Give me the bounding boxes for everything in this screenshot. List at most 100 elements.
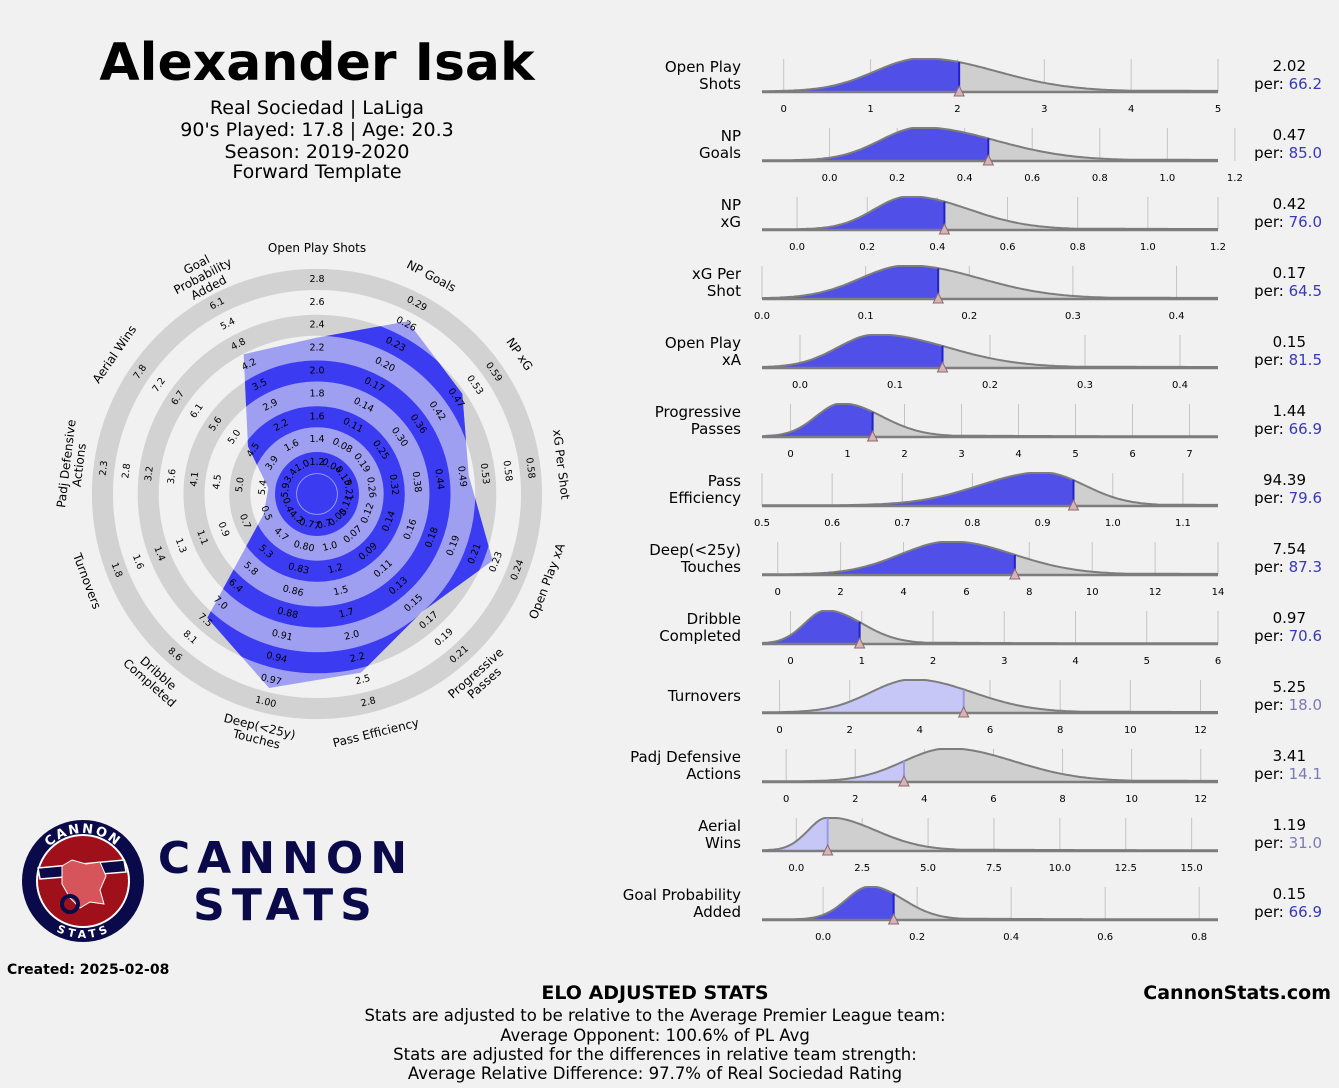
radar-tick-label: 0.32: [387, 474, 400, 496]
distribution-tick-label: 6: [1215, 656, 1221, 667]
distribution-stat-label: NP xG: [720, 196, 741, 231]
distribution-tick-label: 8: [1057, 725, 1063, 736]
radar-tick-label: 2.8: [360, 695, 377, 709]
footer-title: ELO ADJUSTED STATS: [541, 982, 768, 1004]
radar-category-label: NP Goals: [404, 258, 458, 295]
stat-value: 0.15: [1273, 885, 1306, 903]
distribution-stat-label: Deep(<25y) Touches: [649, 541, 741, 576]
radar-tick-label: 2.3: [98, 460, 111, 476]
stat-value: 0.47: [1273, 126, 1306, 144]
distribution-row: 0.5 0.6 0.7 0.8 0.9 1.0 1.1 Pass Efficiency 94.39…: [669, 471, 1322, 529]
distribution-percentile-fill: [762, 59, 960, 92]
distribution-tick-label: 0.4: [929, 242, 945, 253]
radar-ring-filled: [207, 360, 451, 628]
distribution-tick-label: 8: [1026, 587, 1032, 598]
radar-tick-label: 0.88: [276, 606, 299, 622]
radar-tick-label: 2.2: [309, 343, 324, 354]
distribution-percentile-fill: [762, 818, 828, 851]
created-date: Created: 2025-02-08: [7, 962, 169, 978]
radar-tick-label: 1.2: [327, 562, 344, 576]
distribution-tick-label: 5: [1072, 449, 1078, 460]
footer-line-1: Stats are adjusted to be relative to the…: [364, 1006, 945, 1025]
brand-line-1: CANNON: [158, 833, 414, 884]
distribution-tick-label: 0: [783, 794, 789, 805]
distribution-tick-label: 0.9: [1035, 518, 1051, 529]
radar-tick-label: 2.0: [343, 629, 360, 643]
distribution-percentile-fill: [762, 128, 989, 161]
distribution-tick-label: 0.8: [965, 518, 981, 529]
radar-tick-label: 0.80: [292, 539, 315, 555]
radar-tick-label: 0.86: [281, 583, 304, 599]
distribution-area: [762, 611, 1218, 644]
stat-percentile: per: 66.9: [1254, 420, 1322, 438]
radar-chart: 1.21.41.61.82.02.22.42.62.80.040.080.110…: [54, 241, 572, 755]
distribution-tick-label: 0.4: [1003, 932, 1019, 943]
distribution-stat-label: Turnovers: [667, 687, 741, 705]
radar-category-label: Deep(<25y)Touches: [219, 711, 297, 755]
radar-tick-label: 1.8: [109, 561, 125, 579]
played-line: 90's Played: 17.8 | Age: 20.3: [180, 119, 453, 141]
distribution-tick-label: 0.7: [894, 518, 910, 529]
season-line: Season: 2019-2020: [225, 141, 410, 163]
distribution-percentile-fill: [762, 887, 894, 920]
distribution-stat-label: Open Play xA: [665, 334, 742, 369]
radar-tick-label: 0.4: [280, 496, 296, 514]
radar-tick-label: 2.2: [349, 651, 366, 665]
distribution-tick-label: 10: [1086, 587, 1099, 598]
distribution-tick-label: 0.1: [858, 311, 874, 322]
distribution-tick-label: 0.8: [1070, 242, 1086, 253]
stat-value: 1.19: [1273, 816, 1306, 834]
radar-tick-label: 0.83: [287, 561, 310, 577]
radar-tick-label: 0.58: [523, 457, 536, 479]
distribution-tick-label: 3: [958, 449, 964, 460]
distribution-tick-label: 3: [1001, 656, 1007, 667]
distribution-percentile-fill: [762, 611, 860, 644]
distribution-tick-label: 4: [1128, 104, 1134, 115]
player-name: Alexander Isak: [99, 33, 536, 93]
distribution-tick-label: 14: [1212, 587, 1225, 598]
distribution-tick-label: 2: [847, 725, 853, 736]
distribution-tick-label: 0.8: [1092, 173, 1108, 184]
radar-tick-label: 1.4: [151, 545, 167, 563]
distribution-tick-label: 6: [990, 794, 996, 805]
player-marker: [887, 912, 900, 925]
radar-category-label: Pass Efficiency: [331, 716, 420, 751]
distribution-area: [762, 128, 1218, 161]
distribution-tick-label: 5: [1144, 656, 1150, 667]
distribution-tick-label: 12.5: [1115, 863, 1137, 874]
distribution-percentile-fill: [762, 266, 939, 299]
distribution-tick-label: 4: [1015, 449, 1021, 460]
distribution-tick-label: 0.5: [754, 518, 770, 529]
radar-tick-label: 1.8: [309, 388, 324, 399]
distribution-tick-label: 12: [1194, 794, 1207, 805]
distribution-tick-label: 12: [1194, 725, 1207, 736]
distribution-tick-label: 10: [1124, 725, 1137, 736]
distribution-tick-label: 0.2: [859, 242, 875, 253]
distribution-tick-label: 0.0: [822, 173, 838, 184]
distribution-tick-label: 1: [844, 449, 850, 460]
player-marker: [866, 429, 879, 442]
badge-icon: CANNON STATS: [22, 820, 144, 942]
distribution-tick-label: 0.1: [887, 380, 903, 391]
radar-tick-label: 0.5: [258, 504, 274, 522]
radar-tick-label: 7.2: [150, 376, 168, 395]
radar-category-label: xG Per Shot: [550, 429, 572, 501]
radar-tick-label: 2.6: [309, 297, 324, 308]
svg-text:STATS: STATS: [55, 922, 111, 941]
distribution-tick-label: 1: [867, 104, 873, 115]
radar-tick-label: 0.49: [455, 465, 468, 487]
stat-value: 5.25: [1273, 678, 1306, 696]
distribution-tick-label: 2.5: [854, 863, 870, 874]
distribution-tick-label: 6: [963, 587, 969, 598]
radar-tick-label: 0.9: [216, 520, 232, 538]
radar-tick-label: 5.4: [257, 479, 270, 495]
radar-category-label: NP xG: [503, 335, 535, 373]
radar-tick-label: 1.6: [130, 553, 146, 571]
stat-percentile: per: 31.0: [1254, 834, 1322, 852]
distribution-tick-label: 0.8: [1191, 932, 1207, 943]
